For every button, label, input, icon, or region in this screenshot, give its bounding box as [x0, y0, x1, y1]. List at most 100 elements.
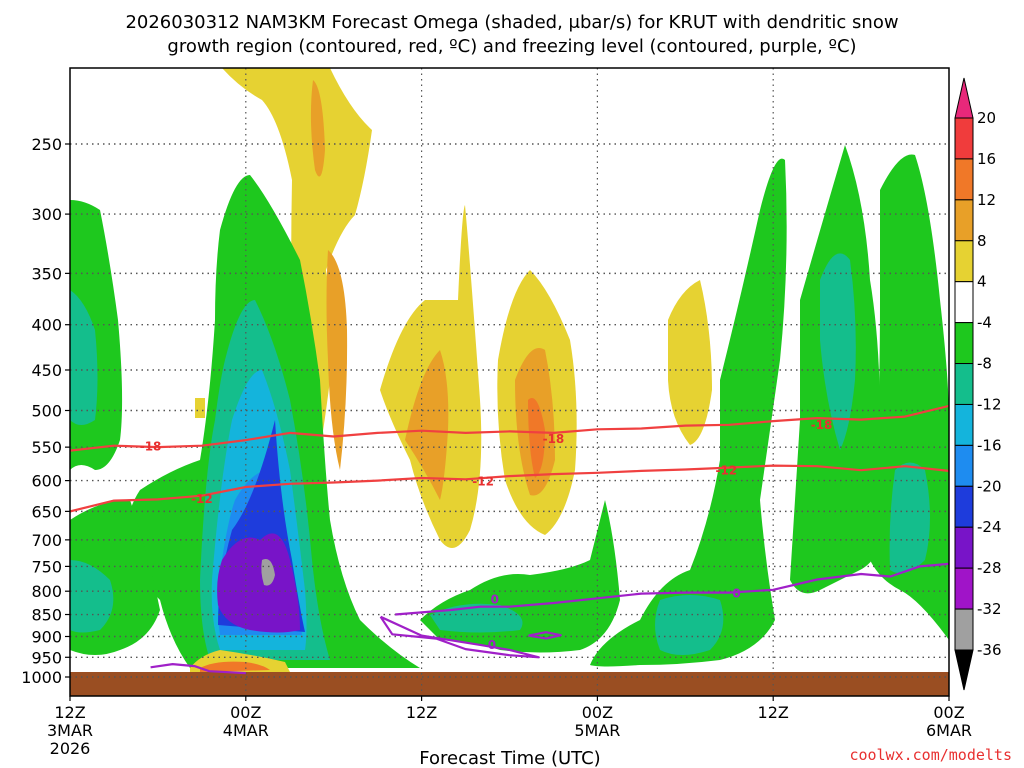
colorbar-segment: [954, 567, 974, 610]
omega-region-orange-surface: [200, 661, 270, 672]
x-tick-label: 12Z: [406, 703, 437, 722]
colorbar-label: 8: [977, 232, 987, 250]
x-tick-label: 12Z: [758, 703, 789, 722]
freezing-level-label: 0: [491, 592, 499, 606]
colorbar-segment: [954, 281, 974, 324]
isotherm-contours: -18 -18 -18 -12 -12 -12 0 0 0: [70, 404, 949, 675]
credit-link[interactable]: coolwx.com/modelts: [849, 746, 1012, 764]
freezing-level-small-loop: [528, 631, 562, 640]
omega-region-teal-midlow: [430, 603, 523, 633]
colorbar-label: -4: [977, 314, 992, 332]
omega-region-yellow-small: [195, 398, 205, 418]
y-tick-label: 550: [31, 438, 62, 457]
x-axis-label: Forecast Time (UTC): [419, 748, 600, 768]
y-tick-label: 650: [31, 502, 62, 521]
colorbar-label: 12: [977, 191, 996, 209]
colorbar-label: 4: [977, 273, 987, 291]
colorbar-label: -24: [977, 518, 1002, 536]
y-tick-label: 600: [31, 472, 62, 491]
x-tick-label: 3MAR: [47, 721, 93, 740]
freezing-level-loop: [379, 615, 540, 659]
x-tick-label: 00Z: [582, 703, 613, 722]
colorbar-segment: [954, 444, 974, 487]
x-tick-label: 00Z: [230, 703, 261, 722]
y-axis: 250 300 350 400 450 500 550 600 650 700 750 800 850 9…: [21, 135, 70, 687]
colorbar-label: -36: [977, 641, 1002, 659]
omega-region-orange-a: [405, 350, 449, 500]
y-tick-label: 700: [31, 531, 62, 550]
gridlines: [70, 68, 949, 696]
freezing-level-surface-segment: [150, 663, 246, 675]
omega-region-yellow-c: [668, 280, 712, 445]
y-tick-label: 850: [31, 606, 62, 625]
omega-shading: [70, 68, 949, 696]
isotherm-label: -12: [715, 464, 737, 478]
omega-region-teal-lowleft: [70, 560, 114, 633]
colorbar-segment: [954, 240, 974, 283]
freezing-level-label: 0: [732, 587, 740, 601]
y-tick-label: 450: [31, 361, 62, 380]
chart-title-line2: growth region (contoured, red, ºC) and f…: [167, 36, 856, 57]
colorbar-segment: [954, 199, 974, 242]
omega-region-teal-right2: [820, 253, 856, 450]
x-tick-label: 4MAR: [223, 721, 269, 740]
y-tick-label: 350: [31, 264, 62, 283]
colorbar-label: -16: [977, 436, 1002, 454]
y-tick-label: 400: [31, 316, 62, 335]
freezing-level-label: 0: [488, 638, 496, 652]
freezing-level-line: [395, 562, 949, 616]
y-tick-label: 250: [31, 135, 62, 154]
colorbar-segment: [954, 485, 974, 528]
y-tick-label: 900: [31, 627, 62, 646]
y-tick-label: 750: [31, 557, 62, 576]
x-tick-label: 5MAR: [574, 721, 620, 740]
colorbar-segment: [954, 403, 974, 446]
omega-region-orange-upper: [310, 80, 325, 177]
omega-region-purple-main: [217, 533, 300, 633]
omega-region-orange-mid: [326, 250, 348, 470]
colorbar-label: -12: [977, 395, 1002, 413]
y-tick-label: 1000: [21, 668, 62, 687]
omega-region-green-right1: [590, 158, 787, 667]
x-tick-label: 6MAR: [926, 721, 972, 740]
colorbar-label: -20: [977, 477, 1002, 495]
plot-frame: [69, 67, 950, 697]
colorbar-segment: [954, 526, 974, 569]
omega-region-orange-b-core: [528, 398, 545, 478]
y-tick-label: 950: [31, 648, 62, 667]
x-tick-label: 00Z: [933, 703, 964, 722]
colorbar-label: -28: [977, 559, 1002, 577]
isotherm-label: -12: [191, 492, 213, 506]
colorbar-segment: [954, 158, 974, 201]
chart-title-line1: 2026030312 NAM3KM Forecast Omega (shaded…: [125, 12, 898, 33]
colorbar-segment: [954, 322, 974, 365]
omega-region-teal-right3: [889, 462, 930, 574]
isotherm-label: -12: [472, 475, 494, 489]
y-tick-label: 800: [31, 582, 62, 601]
isotherm-line: [70, 464, 949, 513]
surface-terrain: [70, 672, 949, 696]
omega-region-gray-main: [261, 559, 275, 586]
colorbar-segment: [954, 363, 974, 405]
colorbar-label: -8: [977, 355, 992, 373]
omega-region-teal-left: [70, 290, 98, 425]
colorbar-top-arrow: [954, 77, 974, 119]
isotherm-line: [70, 404, 949, 452]
isotherm-label: -18: [140, 440, 162, 454]
omega-region-teal-right-low: [655, 595, 724, 655]
y-tick-label: 300: [31, 205, 62, 224]
colorbar-label: 16: [977, 150, 996, 168]
colorbar-bottom-arrow: [954, 649, 974, 691]
x-tick-label: 2026: [50, 739, 91, 758]
colorbar-segment: [954, 117, 974, 160]
x-tick-label: 12Z: [54, 703, 85, 722]
y-tick-label: 500: [31, 402, 62, 421]
isotherm-label: -18: [543, 432, 565, 446]
colorbar-label: -32: [977, 600, 1002, 618]
colorbar-label: 20: [977, 109, 996, 127]
isotherm-label: -18: [811, 418, 833, 432]
colorbar: 20 16 12 8 4 -4 -8 -12 -16 -20 -24 -28 -32 -36: [954, 77, 1002, 691]
colorbar-segment: [954, 608, 974, 651]
